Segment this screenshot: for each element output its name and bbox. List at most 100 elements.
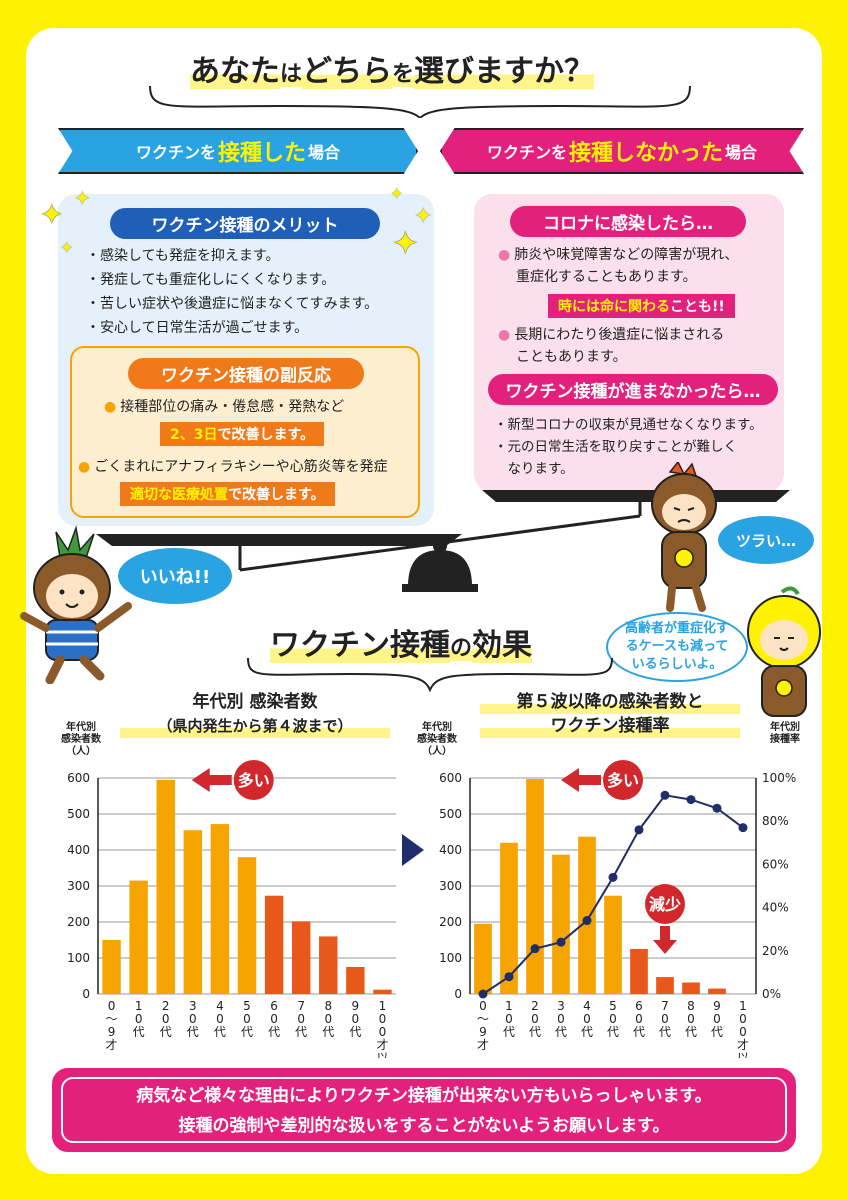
x-tick-label: 3 (189, 999, 197, 1013)
footer-line-2: 接種の強制や差別的な扱いをすることがないようお願いします。 (178, 1116, 670, 1136)
x-tick-label: 5 (243, 999, 251, 1013)
y2-tick-label: 100% (762, 771, 796, 785)
x-tick-label: 0 (162, 1012, 170, 1026)
vaccination-rate-point (556, 937, 566, 947)
x-tick-label: 4 (583, 999, 591, 1013)
vaccination-rate-point (712, 803, 722, 813)
list-item: なります。 (494, 461, 574, 477)
sparkle-icon: ✦ (40, 198, 64, 231)
down-arrow-icon (653, 926, 677, 954)
bar (156, 779, 175, 994)
x-tick-label: 6 (635, 999, 643, 1013)
x-tick-label: 1 (135, 999, 143, 1013)
list-item: ・発症しても重症化しにくくなります。 (86, 272, 336, 288)
x-tick-label: 代 (268, 1025, 280, 1039)
unvaccinated-banner: ワクチンを 接種しなかった 場合 (440, 128, 804, 174)
chart-left-infections: 01002003004005006000〜9才10代20代30代40代50代60… (67, 760, 396, 1058)
effect-brace-decoration (247, 657, 613, 692)
x-tick-label: 0 (505, 1012, 513, 1026)
bar (630, 949, 648, 994)
x-tick-label: 0 (324, 1012, 332, 1026)
x-tick-label: 0 (739, 1012, 747, 1026)
x-tick-label: 0 (479, 999, 487, 1013)
x-tick-label: 4 (216, 999, 224, 1013)
x-tick-label: 1 (379, 999, 387, 1013)
sparkle-icon: ✦ (390, 184, 404, 203)
bar (319, 936, 338, 994)
vaccination-rate-point (634, 825, 644, 835)
speech-bubble-tough: ツラい… (718, 516, 814, 564)
chart-right-title: 第５波以降の感染者数と ワクチン接種率 (480, 690, 740, 738)
x-tick-label: 0 (739, 1025, 747, 1039)
bar (264, 895, 284, 994)
y-tick-label: 400 (439, 843, 462, 857)
x-tick-label: 代 (581, 1025, 593, 1039)
x-tick-label: 代 (133, 1025, 145, 1039)
x-tick-label: 1 (505, 999, 513, 1013)
x-tick-label: 3 (557, 999, 565, 1013)
callout-many-label: 多い (607, 771, 639, 790)
y-tick-label: 300 (67, 879, 90, 893)
y-tick-label: 600 (439, 771, 462, 785)
y2-tick-label: 60% (762, 857, 789, 871)
x-tick-label: 0 (635, 1012, 643, 1026)
bar (237, 857, 257, 994)
effect-title: ワクチン接種の効果 (270, 628, 533, 663)
x-tick-label: 代 (659, 1025, 671, 1039)
x-tick-label: 代 (711, 1025, 723, 1039)
infected-danger-tag: 時には命に関わることも!! (548, 294, 735, 318)
footer-line-1: 病気など様々な理由によりワクチン接種が出来ない方もいらっしゃいます。 (136, 1086, 712, 1106)
bar (102, 940, 121, 994)
infected-item-1: 肺炎や味覚障害などの障害が現れ、 重症化することもあります。 (498, 244, 738, 288)
x-tick-label: 代 (349, 1025, 361, 1039)
x-tick-label: 9 (352, 999, 360, 1013)
list-item: ・元の日常生活を取り戻すことが難しく (494, 439, 737, 455)
no-progress-list: ・新型コロナの収束が見通せなくなります。 ・元の日常生活を取り戻すことが難しく … (494, 414, 784, 480)
list-item: ・苦しい症状や後遺症に悩まなくてすみます。 (86, 296, 379, 312)
lemon-mascot-icon (747, 586, 821, 717)
y-tick-label: 100 (439, 951, 462, 965)
right-y-axis-caption: 年代別 感染者数 （人） (417, 722, 457, 757)
y-tick-label: 600 (67, 771, 90, 785)
bar (346, 967, 365, 994)
y-tick-label: 500 (67, 807, 90, 821)
x-tick-label: 0 (216, 1012, 224, 1026)
merit-list: ・感染しても発症を抑えます。 ・発症しても重症化しにくくなります。 ・苦しい症状… (86, 244, 426, 340)
bar (526, 779, 544, 994)
side-effect-result-2: 適切な医療処置で改善します。 (120, 482, 335, 506)
side-effect-item-1: 接種部位の痛み・倦怠感・発熱など (104, 396, 344, 416)
list-item: ・安心して日常生活が過ごせます。 (86, 320, 309, 336)
x-tick-label: 代 (295, 1025, 307, 1039)
side-effect-result-1: 2、3日で改善します。 (160, 422, 325, 446)
bar (474, 923, 492, 994)
right-y2-axis-caption: 年代別 接種率 (770, 722, 800, 745)
x-tick-label: 〜 (106, 1012, 118, 1026)
bar (552, 854, 570, 994)
y-tick-label: 100 (67, 951, 90, 965)
vaccination-rate-point (686, 795, 696, 805)
y2-tick-label: 0% (762, 987, 781, 1001)
x-tick-label: 0 (379, 1012, 387, 1026)
x-tick-label: 0 (108, 999, 116, 1013)
x-tick-label: 0 (352, 1012, 360, 1026)
x-tick-label: 9 (479, 1025, 487, 1039)
x-tick-label: 7 (297, 999, 305, 1013)
x-tick-label: 9 (108, 1025, 116, 1039)
x-tick-label: 8 (687, 999, 695, 1013)
x-tick-label: 0 (713, 1012, 721, 1026)
title-brace-decoration (149, 85, 691, 118)
y-tick-label: 500 (439, 807, 462, 821)
x-tick-label: 代 (555, 1025, 567, 1039)
y2-tick-label: 40% (762, 901, 789, 915)
speech-bubble-good: いいね!! (118, 548, 232, 604)
y2-tick-label: 80% (762, 814, 789, 828)
x-tick-label: 0 (135, 1012, 143, 1026)
chart-right-infections-vaccination: 01002003004005006000〜9才10代20代30代40代50代60… (439, 760, 796, 1058)
page-title: あなたはどちらを選びますか？ (190, 54, 595, 89)
bar (291, 921, 311, 994)
bar (708, 988, 726, 994)
bar (129, 880, 148, 994)
x-tick-label: 0 (557, 1012, 565, 1026)
side-effects-heading: ワクチン接種の副反応 (128, 358, 364, 389)
callout-many-label: 多い (238, 771, 270, 790)
